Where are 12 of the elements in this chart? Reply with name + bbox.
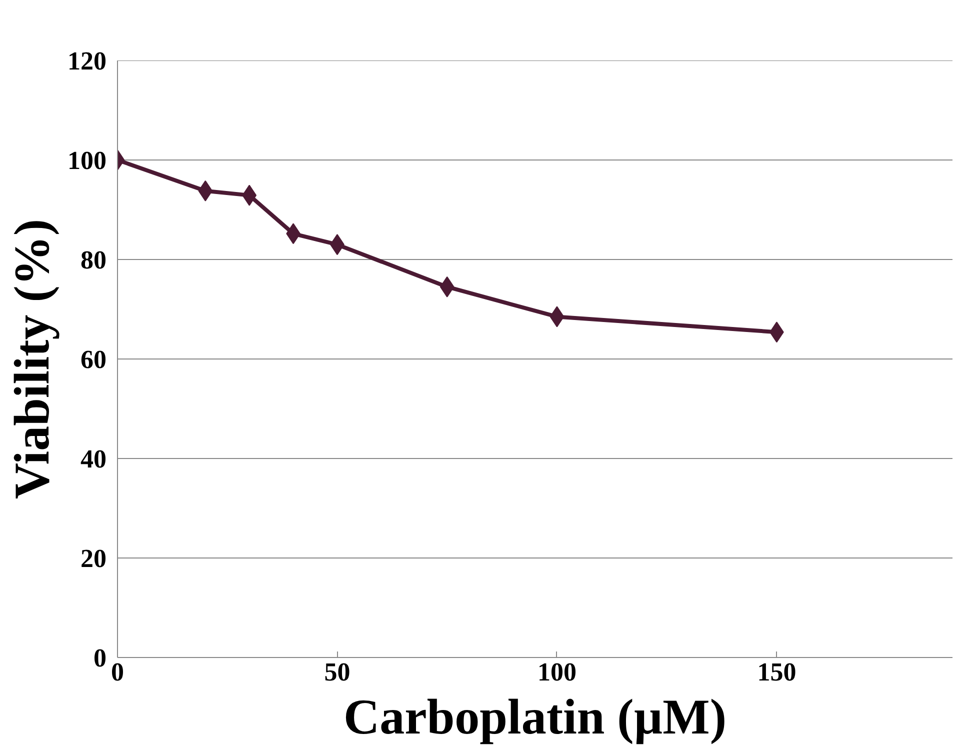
- y-tick-label: 40: [80, 444, 106, 474]
- y-axis-title: Viability (%): [4, 218, 60, 500]
- y-tick-label: 120: [68, 46, 106, 76]
- y-tick-label: 20: [80, 544, 106, 573]
- x-tick-label: 100: [537, 658, 576, 686]
- x-tick-label: 0: [111, 658, 124, 686]
- y-tick-label: 100: [68, 146, 106, 175]
- x-tick-label: 50: [324, 658, 350, 686]
- y-tick-label: 80: [80, 246, 106, 274]
- y-tick-label: 60: [80, 345, 106, 374]
- x-axis-title: Carboplatin (µM): [344, 688, 726, 744]
- x-tick-label: 150: [757, 658, 796, 686]
